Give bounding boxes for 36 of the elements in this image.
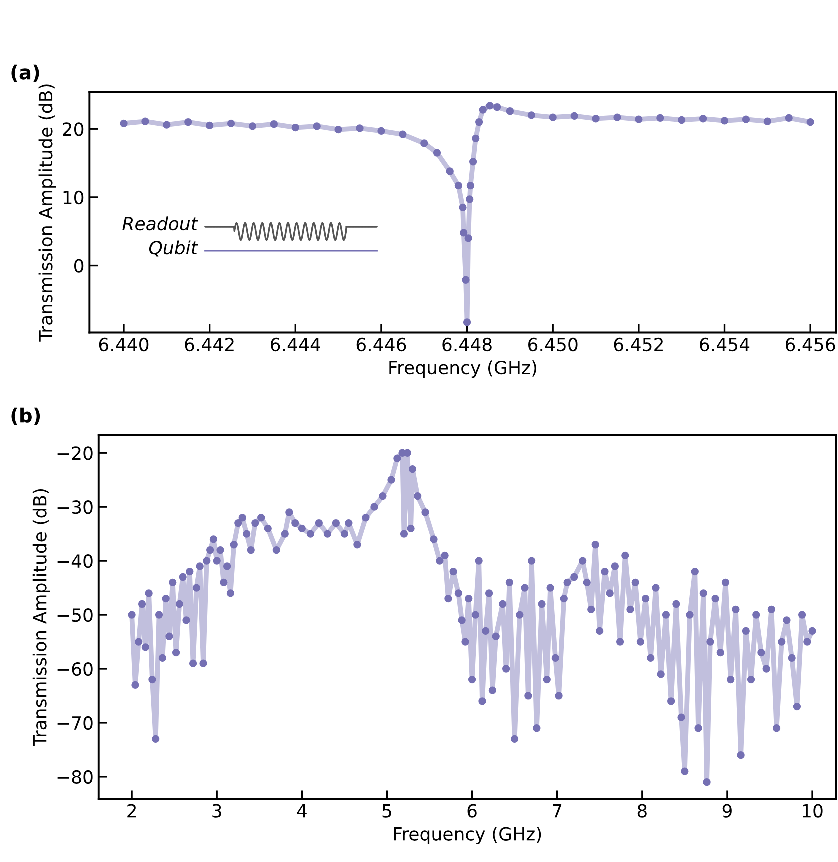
x-axis-title: Frequency (GHz): [394, 826, 542, 844]
y-tick-label: −60: [58, 662, 93, 676]
y-tick-label: −50: [58, 608, 93, 622]
x-tick-label: 6.448: [442, 338, 492, 352]
y-tick-label: −20: [58, 446, 93, 460]
x-tick-label: 6: [468, 804, 477, 818]
chart-title: (a): [12, 64, 40, 82]
x-tick-label: 4: [297, 804, 307, 818]
x-tick-label: 7: [553, 804, 562, 818]
y-tick-label: −30: [58, 500, 93, 514]
x-tick-label: 6.454: [700, 338, 750, 352]
y-tick-label: 0: [74, 259, 84, 273]
y-tick-label: 10: [64, 190, 84, 205]
y-tick-label: −80: [58, 770, 93, 784]
y-tick-label: −40: [58, 554, 93, 568]
x-tick-label: 6.444: [271, 338, 320, 352]
annotation: Qubit: [149, 240, 198, 257]
x-tick-label: 5: [382, 804, 392, 818]
x-tick-label: 6.446: [356, 338, 406, 352]
annotation: Readout: [122, 216, 198, 231]
x-axis-title: Frequency (GHz): [390, 360, 537, 378]
y-axis-title: Transmission Amplitude (dB): [32, 489, 50, 747]
y-tick-label: −70: [58, 716, 93, 730]
chart-title: (b): [12, 408, 40, 426]
x-tick-label: 2: [128, 804, 136, 818]
x-tick-label: 6.452: [614, 338, 663, 352]
x-tick-label: 9: [722, 804, 732, 818]
y-axis-title: Transmission Amplitude (dB): [38, 84, 56, 342]
x-tick-label: 6.450: [528, 338, 578, 352]
y-tick-label: 20: [63, 122, 84, 136]
x-tick-label: 6.456: [786, 338, 836, 352]
x-tick-label: 10: [803, 804, 823, 818]
x-tick-label: 8: [638, 804, 647, 818]
x-tick-label: 6.440: [99, 338, 149, 352]
x-tick-label: 3: [212, 804, 222, 818]
x-tick-label: 6.442: [185, 338, 234, 352]
